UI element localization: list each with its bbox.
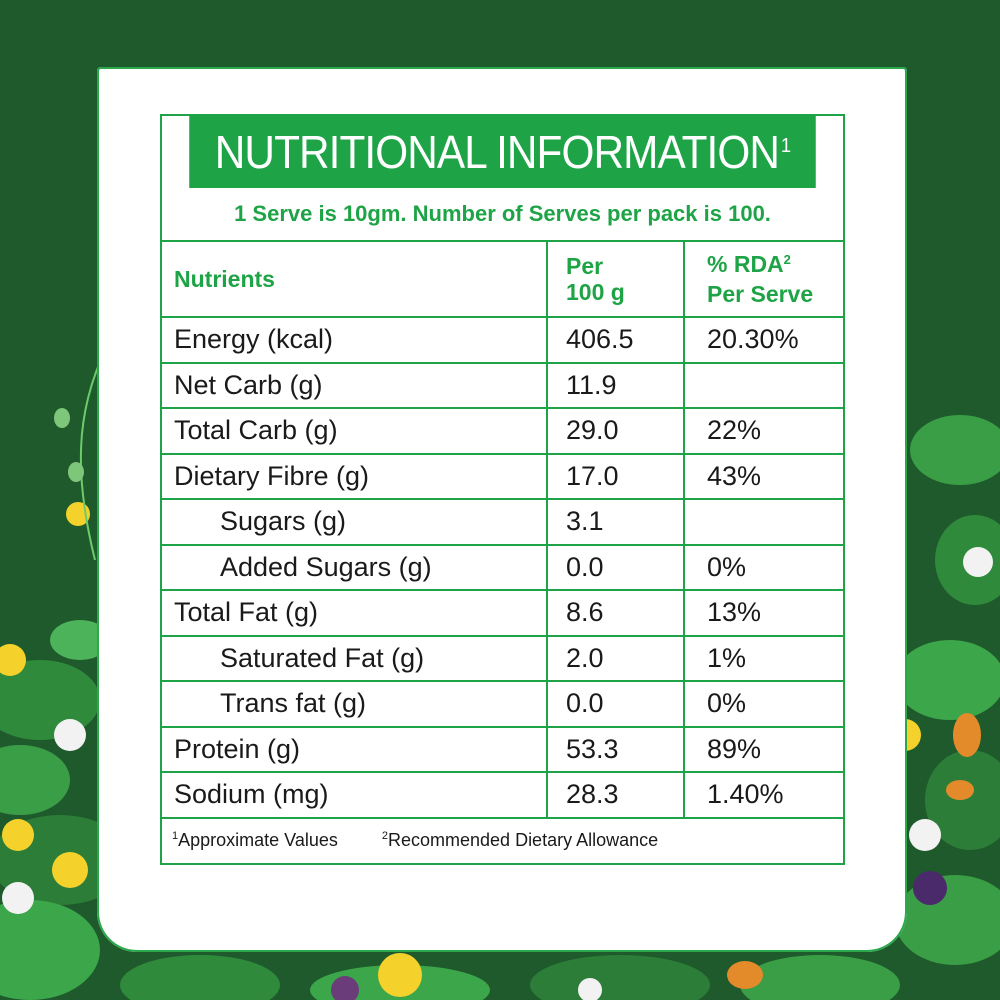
nutrient-name: Trans fat (g) xyxy=(162,682,548,726)
header-rda-footnote-mark: 2 xyxy=(783,252,791,267)
nutrient-rda: 13% xyxy=(707,597,762,628)
table-row: Net Carb (g) 11.9 xyxy=(162,363,843,409)
footnote-1: 1Approximate Values xyxy=(172,830,338,851)
table-body: Energy (kcal) 406.5 20.30% Net Carb (g) 11.9… xyxy=(162,318,843,819)
nutrient-per-100g: 29.0 xyxy=(548,409,685,453)
table-row: Energy (kcal) 406.5 20.30% xyxy=(162,318,843,364)
footnote-1-text: Approximate Values xyxy=(178,830,338,850)
nutrient-rda: 1.40% xyxy=(707,779,784,810)
footnotes: 1Approximate Values 2Recommended Dietary… xyxy=(162,819,843,863)
nutrient-rda: 89% xyxy=(707,733,762,764)
nutrient-per-100g: 0.0 xyxy=(548,682,685,726)
nutrient-name: Protein (g) xyxy=(162,727,548,771)
berry-icons xyxy=(331,713,981,1000)
table-row: Saturated Fat (g) 2.0 1% xyxy=(162,636,843,682)
header-rda-text: % RDA xyxy=(707,251,784,277)
footnote-2-mark: 2 xyxy=(381,830,388,842)
nutrient-per-100g: 53.3 xyxy=(548,727,685,771)
nutrient-name: Sodium (mg) xyxy=(162,773,548,817)
table-title: NUTRITIONAL INFORMATION 1 xyxy=(189,116,816,188)
nutrient-name: Sugars (g) xyxy=(162,500,548,544)
header-rda: % RDA2 Per Serve xyxy=(685,242,843,316)
footnote-2: 2Recommended Dietary Allowance xyxy=(382,830,658,851)
table-header-row: Nutrients Per 100 g % RDA2 Per Serve xyxy=(162,242,843,318)
nutrient-rda: 0% xyxy=(707,688,747,719)
nutrient-name: Dietary Fibre (g) xyxy=(162,454,548,498)
nutrient-name: Net Carb (g) xyxy=(162,363,548,407)
nutrient-rda: 20.30% xyxy=(707,324,799,355)
title-text: NUTRITIONAL INFORMATION xyxy=(214,126,780,178)
serving-info: 1 Serve is 10gm. Number of Serves per pa… xyxy=(162,188,843,242)
table-row: Total Carb (g) 29.0 22% xyxy=(162,409,843,455)
header-per-100g: Per 100 g xyxy=(548,242,685,316)
nutrient-name: Total Carb (g) xyxy=(162,409,548,453)
table-row: Dietary Fibre (g) 17.0 43% xyxy=(162,454,843,500)
nutrition-table: NUTRITIONAL INFORMATION 1 1 Serve is 10gm… xyxy=(160,114,845,865)
nutrient-per-100g: 28.3 xyxy=(548,773,685,817)
nutrient-name: Added Sugars (g) xyxy=(162,545,548,589)
nutrient-per-100g: 2.0 xyxy=(548,636,685,680)
header-nutrients: Nutrients xyxy=(162,242,548,316)
nutrient-per-100g: 8.6 xyxy=(548,591,685,635)
white-flower-icons xyxy=(2,547,993,1000)
nutrient-per-100g: 406.5 xyxy=(548,318,685,362)
table-row: Total Fat (g) 8.6 13% xyxy=(162,591,843,637)
nutrient-name: Total Fat (g) xyxy=(162,591,548,635)
header-per-100g-text: Per 100 g xyxy=(566,253,625,305)
nutrient-rda: 0% xyxy=(707,551,747,582)
nutrient-rda: 1% xyxy=(707,642,747,673)
nutrient-rda xyxy=(685,364,843,408)
table-row: Sugars (g) 3.1 xyxy=(162,500,843,546)
nutrient-per-100g: 3.1 xyxy=(548,500,685,544)
table-row: Added Sugars (g) 0.0 0% xyxy=(162,545,843,591)
footnote-1-mark: 1 xyxy=(172,830,179,842)
title-footnote-mark: 1 xyxy=(780,134,791,157)
nutrient-per-100g: 17.0 xyxy=(548,454,685,498)
table-row: Protein (g) 53.3 89% xyxy=(162,727,843,773)
nutrient-name: Saturated Fat (g) xyxy=(162,636,548,680)
nutrient-per-100g: 11.9 xyxy=(548,363,685,407)
table-row: Trans fat (g) 0.0 0% xyxy=(162,682,843,728)
nutrient-rda xyxy=(685,500,843,544)
nutrient-rda: 43% xyxy=(707,460,762,491)
nutrient-per-100g: 0.0 xyxy=(548,545,685,589)
footnote-2-text: Recommended Dietary Allowance xyxy=(388,830,659,850)
nutrient-name: Energy (kcal) xyxy=(162,318,548,362)
header-rda-sub: Per Serve xyxy=(707,281,814,307)
table-row: Sodium (mg) 28.3 1.40% xyxy=(162,773,843,819)
nutrient-rda: 22% xyxy=(707,415,762,446)
